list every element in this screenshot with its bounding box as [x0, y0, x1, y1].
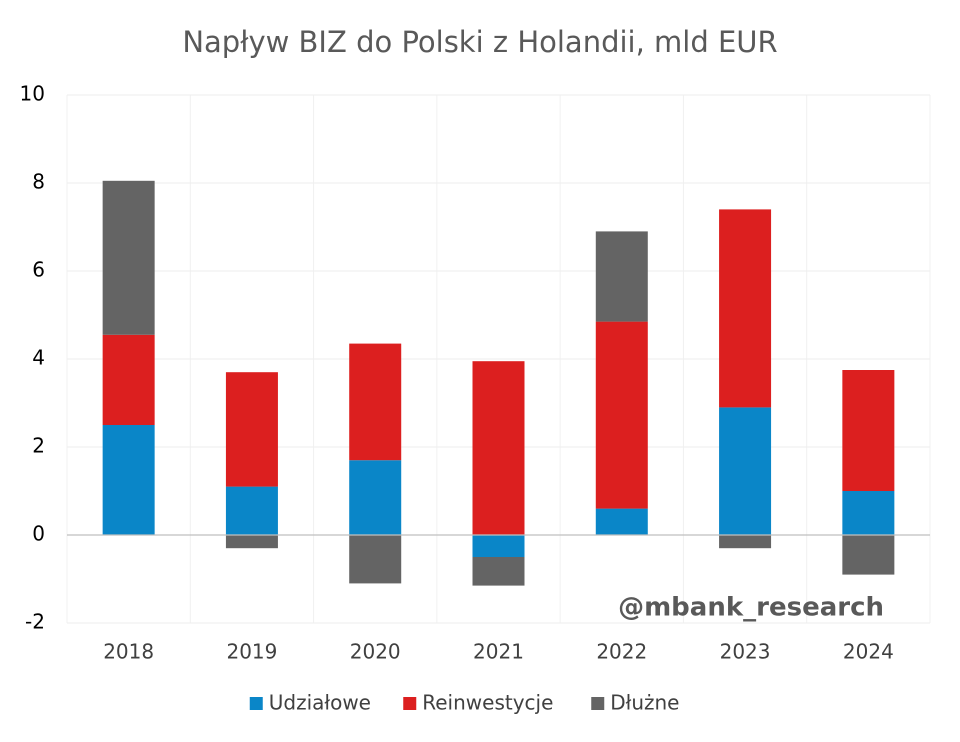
bar-segment	[595, 508, 648, 535]
bar-segment	[472, 535, 525, 557]
bar-segment	[719, 535, 772, 549]
legend-swatch	[403, 697, 417, 710]
y-tick-label: 4	[32, 346, 45, 370]
x-tick-label: 2018	[103, 640, 154, 664]
x-tick-label: 2019	[226, 640, 277, 664]
y-tick-label: 6	[32, 258, 45, 282]
bar-segment	[225, 535, 278, 549]
bar-segment	[719, 209, 772, 408]
bar-segment	[349, 460, 402, 535]
bar-segment	[842, 370, 895, 491]
bar-segment	[595, 321, 648, 509]
bar-segment	[102, 180, 155, 335]
bar-segment	[472, 361, 525, 535]
legend-swatch	[249, 697, 263, 710]
legend-swatch	[591, 697, 605, 710]
bar-segment	[472, 557, 525, 586]
bar-segment	[349, 343, 402, 461]
bar-segment	[719, 407, 772, 535]
bar-segment	[595, 231, 648, 322]
bar-segment	[842, 535, 895, 575]
legend-label: Reinwestycje	[422, 691, 553, 715]
bar-segment	[842, 491, 895, 535]
x-tick-label: 2024	[843, 640, 894, 664]
y-tick-label: -2	[25, 610, 45, 634]
bar-segment	[102, 425, 155, 535]
y-tick-label: 8	[32, 170, 45, 194]
y-tick-label: 0	[32, 522, 45, 546]
x-tick-label: 2020	[350, 640, 401, 664]
bar-segment	[102, 334, 155, 425]
legend-label: Dłużne	[610, 691, 679, 715]
bar-segment	[225, 486, 278, 535]
x-tick-label: 2023	[720, 640, 771, 664]
y-tick-label: 2	[32, 434, 45, 458]
legend-label: Udziałowe	[269, 691, 371, 715]
bar-segment	[349, 535, 402, 584]
y-tick-label: 10	[20, 82, 45, 106]
chart-title: Napływ BIZ do Polski z Holandii, mld EUR	[182, 25, 777, 59]
bar-segment	[225, 372, 278, 487]
x-tick-label: 2022	[596, 640, 647, 664]
x-tick-label: 2021	[473, 640, 524, 664]
watermark: @mbank_research	[618, 593, 884, 623]
